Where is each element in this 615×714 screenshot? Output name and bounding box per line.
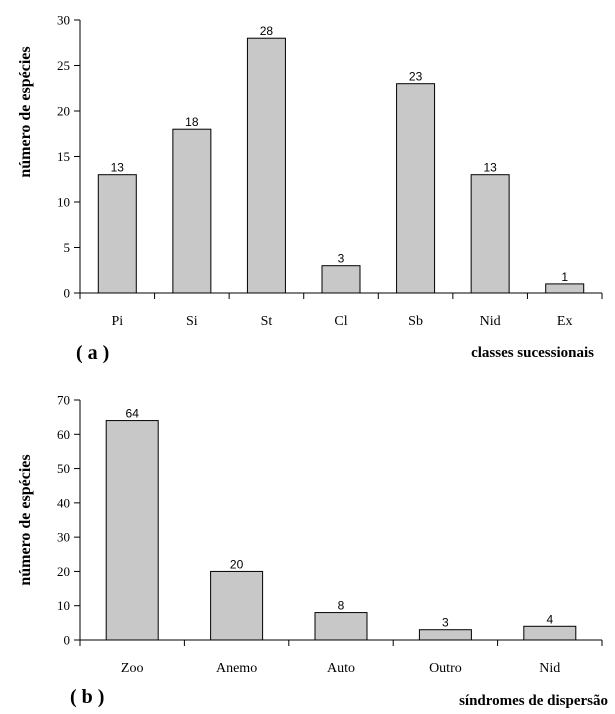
chart-b: número de espécies síndromes de dispersã… (17, 393, 608, 710)
y-axis-label: número de espécies (17, 46, 34, 177)
bar (523, 625, 577, 641)
y-tick-label: 0 (64, 633, 71, 648)
data-label: 64 (126, 407, 140, 421)
category-label: Si (186, 314, 198, 329)
data-label: 1 (561, 270, 568, 284)
category-label: Outro (429, 661, 462, 676)
bar (418, 629, 472, 641)
y-tick-label: 20 (57, 564, 70, 579)
y-tick-label: 60 (57, 427, 70, 442)
category-label: Anemo (216, 661, 257, 676)
y-tick-label: 20 (57, 104, 70, 119)
y-tick-label: 0 (64, 286, 71, 301)
bar (97, 174, 137, 294)
y-axis-label: número de espécies (17, 454, 34, 585)
y-tick-label: 10 (57, 598, 70, 613)
data-label: 3 (442, 616, 449, 630)
category-label: Nid (480, 314, 501, 329)
bar (246, 37, 286, 294)
bar (470, 174, 510, 294)
y-tick-label: 40 (57, 495, 70, 510)
y-tick-label: 15 (57, 149, 70, 164)
bar (105, 420, 159, 641)
bar (321, 265, 361, 294)
panel-label: ( b ) (70, 686, 104, 708)
category-label: St (261, 314, 273, 329)
data-label: 28 (260, 24, 274, 38)
data-label: 13 (483, 161, 497, 175)
category-label: Zoo (121, 661, 144, 676)
category-label: Pi (111, 314, 123, 329)
data-label: 8 (338, 599, 345, 613)
chart-a: número de espécies classes sucessionais … (17, 13, 603, 364)
category-label: Ex (557, 314, 573, 329)
data-label: 3 (338, 252, 345, 266)
data-label: 4 (546, 612, 553, 626)
y-tick-label: 50 (57, 461, 70, 476)
y-tick-label: 70 (57, 393, 70, 408)
y-tick-label: 30 (57, 13, 70, 28)
bar (396, 83, 436, 294)
category-label: Nid (539, 661, 560, 676)
x-axis-label: classes sucessionais (471, 345, 594, 361)
bar (545, 283, 585, 294)
data-label: 23 (409, 70, 423, 84)
category-label: Auto (327, 661, 355, 676)
bar (172, 128, 212, 294)
y-tick-label: 25 (57, 58, 70, 73)
y-tick-label: 5 (64, 240, 71, 255)
x-axis-label: síndromes de dispersão (459, 693, 608, 709)
bar (210, 570, 264, 641)
data-label: 13 (111, 161, 125, 175)
bar (314, 612, 368, 641)
y-tick-label: 30 (57, 530, 70, 545)
y-tick-label: 10 (57, 195, 70, 210)
category-label: Sb (408, 314, 423, 329)
data-label: 18 (185, 115, 199, 129)
panel-label: ( a ) (76, 342, 109, 364)
category-label: Cl (334, 314, 347, 329)
data-label: 20 (230, 557, 244, 571)
